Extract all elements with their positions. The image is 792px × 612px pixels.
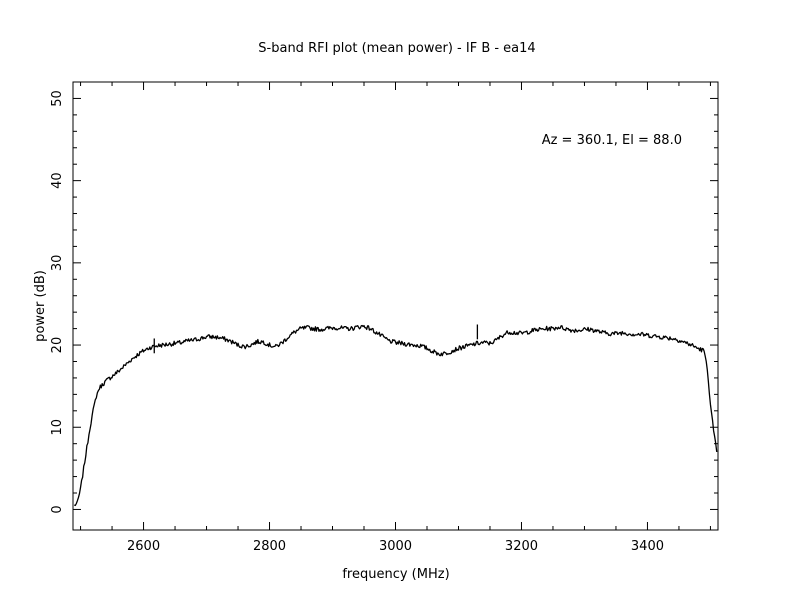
series-line <box>73 324 718 507</box>
y-axis-label: power (dB) <box>33 270 48 342</box>
y-tick-label: 30 <box>50 255 65 272</box>
y-tick-label: 0 <box>50 505 65 513</box>
y-tick-label: 10 <box>50 419 65 436</box>
x-tick-label: 3000 <box>379 539 412 554</box>
y-tick-label: 20 <box>50 337 65 354</box>
x-tick-label: 2800 <box>253 539 286 554</box>
x-tick-label: 3200 <box>505 539 538 554</box>
x-tick-label: 3400 <box>631 539 664 554</box>
annotation-az-el: Az = 360.1, El = 88.0 <box>542 133 682 148</box>
x-tick-label: 2600 <box>127 539 160 554</box>
plot-frame <box>72 81 719 531</box>
y-tick-label: 40 <box>50 172 65 189</box>
y-tick-label: 50 <box>50 90 65 107</box>
chart-title: S-band RFI plot (mean power) - IF B - ea… <box>258 41 535 56</box>
axes: 2600 2800 3000 3200 3400 0 10 20 30 40 50 <box>50 82 718 554</box>
series-layer <box>73 324 718 507</box>
x-axis-label: frequency (MHz) <box>342 567 449 582</box>
